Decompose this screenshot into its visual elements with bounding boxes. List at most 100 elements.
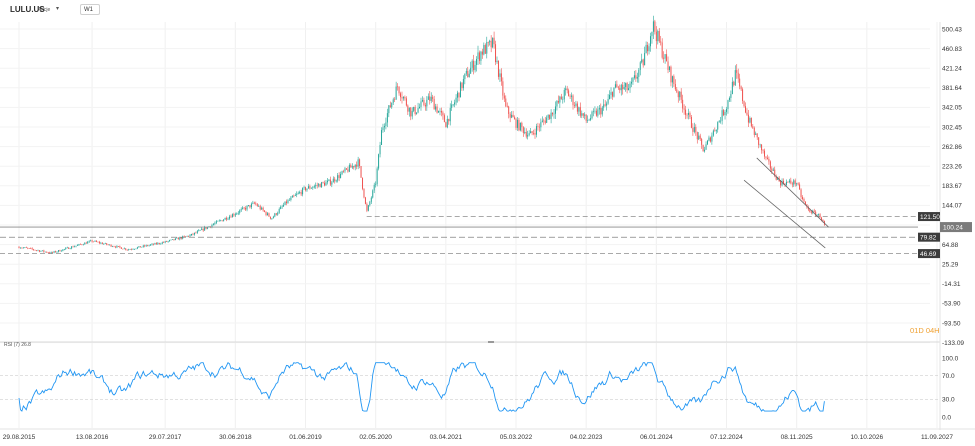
candle-body [274,213,276,217]
candle-body [611,92,613,97]
rsi-tick-label: 70.0 [942,373,955,380]
time-tick-label: 10.10.2026 [851,434,884,441]
candle-body [293,195,295,197]
candle-body [82,244,84,246]
candle-body [357,159,359,167]
candle-body [743,100,745,107]
candle-body [372,190,374,198]
candle-body [40,250,42,252]
candle-body [264,210,266,212]
candle-body [97,241,99,243]
candle-body [201,228,203,231]
candle-body [633,75,635,78]
candle-body [335,180,337,182]
candle-body [205,227,207,229]
candle-body [572,95,574,106]
candle-body [771,168,773,171]
candle-body [381,130,383,146]
candle-body [348,165,350,172]
symbol-label[interactable]: LULU.US [10,5,45,14]
candle-body [246,205,248,210]
candle-body [404,97,406,99]
candle-body [639,62,641,70]
candle-body [215,221,217,224]
candle-body [185,236,187,237]
candle-body [527,134,529,137]
candle-body [693,126,695,132]
candle-body [575,103,577,106]
candle-body [731,81,733,95]
candle-body [214,223,216,225]
candle-body [290,197,292,201]
candle-body [642,59,644,66]
candle-body [144,245,146,247]
candle-body [287,200,289,204]
candle-body [708,137,710,141]
candle-body [705,144,707,150]
candle-body [107,244,109,246]
candle-body [446,118,448,128]
candle-body [114,246,116,248]
asset-class-label: Akcje [38,7,51,13]
candle-body [391,102,393,108]
candle-body [286,201,288,204]
candle-body [133,248,135,250]
candle-body [78,244,80,246]
candle-body [84,242,86,245]
candle-body [819,214,821,218]
candle-body [36,250,38,251]
candle-body [131,249,133,250]
candle-body [505,98,507,107]
candle-body [132,249,134,250]
candle-body [373,184,375,191]
candle-body [312,187,314,189]
price-tick-label: 262.86 [942,144,962,151]
candle-body [128,249,130,251]
candle-body [761,144,763,151]
rsi-indicator-label: RSI (7) 26.8 [4,342,31,348]
candle-body [343,171,345,172]
candle-body [95,240,97,242]
candle-body [728,97,730,101]
candle-body [66,247,68,249]
candle-body [439,110,441,112]
price-axis: 500.43 460.83 421.24 381.64 342.05 302.45 262.… [942,26,964,347]
candle-body [717,122,719,130]
candle-body [490,40,492,48]
candle-body [704,149,706,152]
candle-body [88,241,90,242]
candle-body [261,207,263,210]
candle-body [392,99,394,103]
candle-body [256,204,258,207]
candle-body [166,241,168,242]
timeframe-selector[interactable]: W1 [80,4,100,15]
candle-body [220,220,222,222]
candle-body [815,211,817,216]
candle-body [212,224,214,225]
candle-body [363,188,365,198]
candle-body [481,51,483,55]
candle-body [677,92,679,98]
candle-body [816,214,818,216]
candle-body [239,210,241,213]
candle-body [382,127,384,131]
candle-body [217,220,219,222]
chart-toolbar: LULU.US Akcje ▾ W1 [0,0,975,22]
candle-body [370,197,372,202]
candle-body [190,233,192,236]
candle-body [369,201,371,206]
candle-body [454,102,456,105]
candle-body [18,246,20,249]
candle-body [385,122,387,127]
candle-body [616,84,618,88]
candle-body [38,250,40,252]
candle-body [94,240,96,242]
candle-body [345,168,347,170]
chevron-down-icon[interactable]: ▾ [56,6,60,12]
candle-body [296,193,298,195]
candle-body [179,237,181,240]
candle-body [604,104,606,106]
candle-body [707,140,708,145]
candle-body [231,214,233,218]
